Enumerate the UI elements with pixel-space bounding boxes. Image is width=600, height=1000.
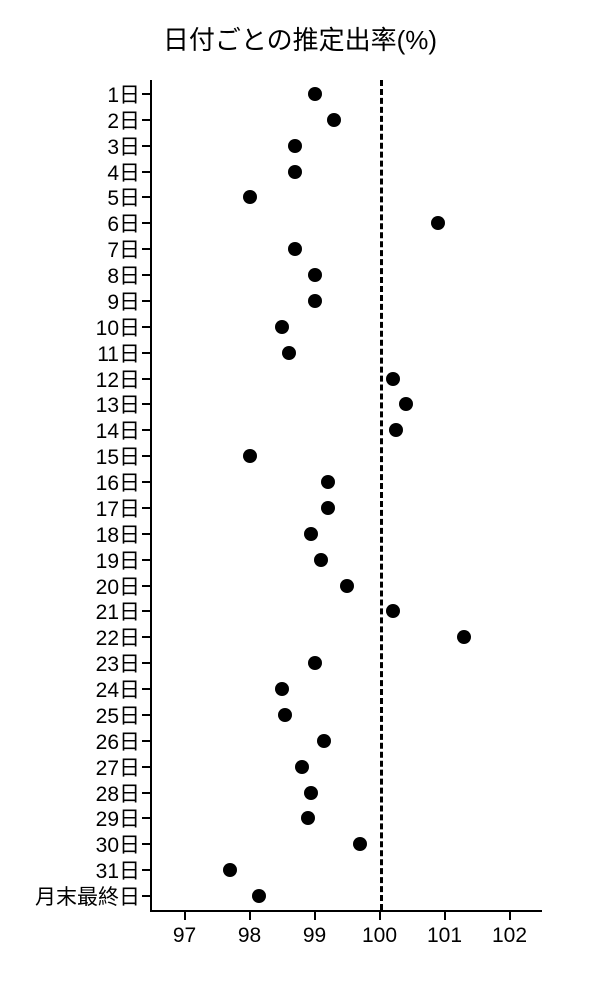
data-point <box>314 553 328 567</box>
data-point <box>295 760 309 774</box>
data-point <box>243 190 257 204</box>
data-point <box>275 320 289 334</box>
data-point <box>327 113 341 127</box>
y-tick <box>142 119 152 121</box>
y-tick <box>142 559 152 561</box>
chart-container: 日付ごとの推定出率(%) 1日2日3日4日5日6日7日8日9日10日11日12日… <box>0 0 600 1000</box>
y-tick <box>142 93 152 95</box>
y-tick <box>142 171 152 173</box>
data-point <box>243 449 257 463</box>
y-tick <box>142 895 152 897</box>
y-tick <box>142 636 152 638</box>
data-point <box>288 139 302 153</box>
data-point <box>389 423 403 437</box>
reference-line <box>380 80 383 910</box>
data-point <box>321 475 335 489</box>
y-tick <box>142 688 152 690</box>
y-tick <box>142 145 152 147</box>
x-tick <box>444 910 446 920</box>
x-tick <box>314 910 316 920</box>
data-point <box>288 242 302 256</box>
x-tick <box>184 910 186 920</box>
y-axis-label: 月末最終日 <box>35 881 140 911</box>
y-tick <box>142 662 152 664</box>
data-point <box>386 604 400 618</box>
x-axis-label: 98 <box>238 924 261 948</box>
y-tick <box>142 610 152 612</box>
y-tick <box>142 481 152 483</box>
data-point <box>223 863 237 877</box>
y-tick <box>142 766 152 768</box>
data-point <box>304 786 318 800</box>
y-tick <box>142 455 152 457</box>
x-axis-label: 97 <box>173 924 196 948</box>
data-point <box>282 346 296 360</box>
data-point <box>457 630 471 644</box>
y-tick <box>142 817 152 819</box>
x-tick <box>379 910 381 920</box>
data-point <box>301 811 315 825</box>
data-point <box>278 708 292 722</box>
y-tick <box>142 378 152 380</box>
y-tick <box>142 533 152 535</box>
plot-area: 1日2日3日4日5日6日7日8日9日10日11日12日13日14日15日16日1… <box>150 80 542 912</box>
y-tick <box>142 792 152 794</box>
y-tick <box>142 274 152 276</box>
data-point <box>252 889 266 903</box>
y-tick <box>142 248 152 250</box>
x-tick <box>249 910 251 920</box>
data-point <box>308 87 322 101</box>
data-point <box>399 397 413 411</box>
y-tick <box>142 429 152 431</box>
x-tick <box>509 910 511 920</box>
x-axis-label: 102 <box>492 924 527 948</box>
y-tick <box>142 714 152 716</box>
data-point <box>386 372 400 386</box>
y-tick <box>142 585 152 587</box>
y-tick <box>142 222 152 224</box>
x-axis-label: 101 <box>427 924 462 948</box>
data-point <box>288 165 302 179</box>
y-tick <box>142 507 152 509</box>
x-axis-label: 99 <box>303 924 326 948</box>
data-point <box>308 268 322 282</box>
data-point <box>317 734 331 748</box>
y-tick <box>142 869 152 871</box>
y-tick <box>142 403 152 405</box>
data-point <box>304 527 318 541</box>
data-point <box>340 579 354 593</box>
y-tick <box>142 196 152 198</box>
data-point <box>321 501 335 515</box>
chart-title: 日付ごとの推定出率(%) <box>0 20 600 57</box>
y-tick <box>142 740 152 742</box>
x-axis-label: 100 <box>362 924 397 948</box>
y-tick <box>142 843 152 845</box>
data-point <box>308 294 322 308</box>
data-point <box>431 216 445 230</box>
data-point <box>275 682 289 696</box>
data-point <box>353 837 367 851</box>
data-point <box>308 656 322 670</box>
y-tick <box>142 352 152 354</box>
y-tick <box>142 326 152 328</box>
y-tick <box>142 300 152 302</box>
